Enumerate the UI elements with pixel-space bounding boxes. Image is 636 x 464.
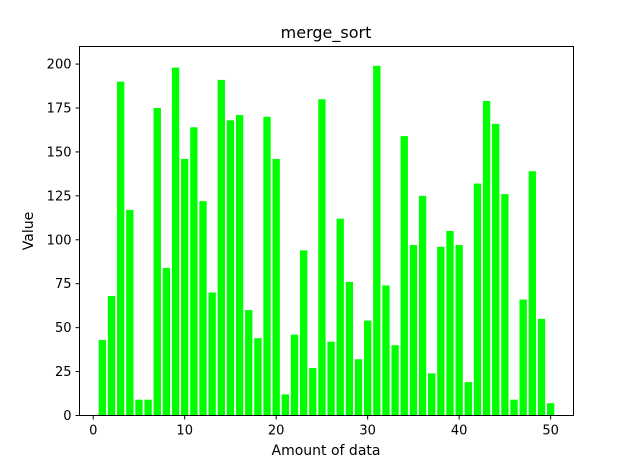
bar-16 [235,115,244,416]
bar-12 [199,201,207,416]
plot-frame [79,46,574,416]
bar-10 [181,158,189,416]
bar-33 [391,345,399,416]
bar-49 [537,318,546,416]
bar-29 [354,359,363,416]
bar-20 [272,158,280,416]
bar-22 [290,334,299,416]
bar-31 [373,65,381,416]
bar-34 [400,136,408,416]
bar-40 [455,245,463,416]
bar-11 [190,127,198,416]
y-tick-label: 0 [63,409,71,424]
x-tick-label: 10 [176,424,193,439]
bar-26 [327,341,335,416]
bar-3 [117,81,125,416]
bar-41 [464,382,472,416]
bar-27 [336,218,344,416]
bar-15 [226,120,235,416]
bar-21 [281,394,289,416]
bar-19 [263,116,271,416]
y-tick-label: 50 [55,321,72,336]
bar-2 [107,296,116,416]
y-tick-label: 100 [47,233,72,248]
bar-9 [171,67,180,416]
x-axis-label: Amount of data [272,443,381,459]
bar-1 [98,339,107,416]
bar-50 [546,403,555,416]
bar-35 [409,245,418,416]
bar-43 [482,100,491,416]
bar-24 [309,368,317,416]
bars-layer [98,65,555,416]
x-tick-label: 0 [89,424,97,439]
y-tick-label: 75 [55,277,72,292]
bar-42 [473,183,482,416]
bar-14 [217,79,225,416]
bar-13 [208,292,216,416]
bar-32 [382,285,390,416]
bar-46 [510,399,518,416]
bar-39 [446,231,454,416]
bar-25 [318,99,326,416]
y-tick-label: 25 [55,365,72,380]
x-tick-label: 50 [542,424,559,439]
bar-47 [519,299,527,416]
bar-7 [153,108,161,416]
bar-30 [364,320,372,416]
bar-38 [437,246,445,416]
bar-48 [528,171,536,416]
y-tick-label: 200 [47,58,72,73]
y-tick-label: 175 [47,102,72,117]
x-axis: 0 10 20 30 40 50 [89,415,559,439]
bar-8 [162,267,171,416]
bar-6 [144,399,152,416]
bar-45 [501,194,509,416]
y-tick-label: 150 [47,145,72,160]
y-axis-label: Value [21,212,37,250]
y-tick-label: 125 [47,189,72,204]
bar-5 [135,399,143,416]
bar-36 [418,195,427,416]
bar-17 [245,310,253,416]
bar-18 [254,338,262,416]
bar-4 [126,209,134,416]
bar-37 [428,373,436,416]
bar-23 [299,250,308,416]
chart-title: merge_sort [281,23,372,43]
y-axis: 0 25 50 75 100 125 150 175 200 [47,58,80,424]
bar-28 [345,281,354,416]
x-tick-label: 40 [451,424,468,439]
bar-44 [492,123,500,416]
x-tick-label: 20 [268,424,285,439]
x-tick-label: 30 [359,424,376,439]
